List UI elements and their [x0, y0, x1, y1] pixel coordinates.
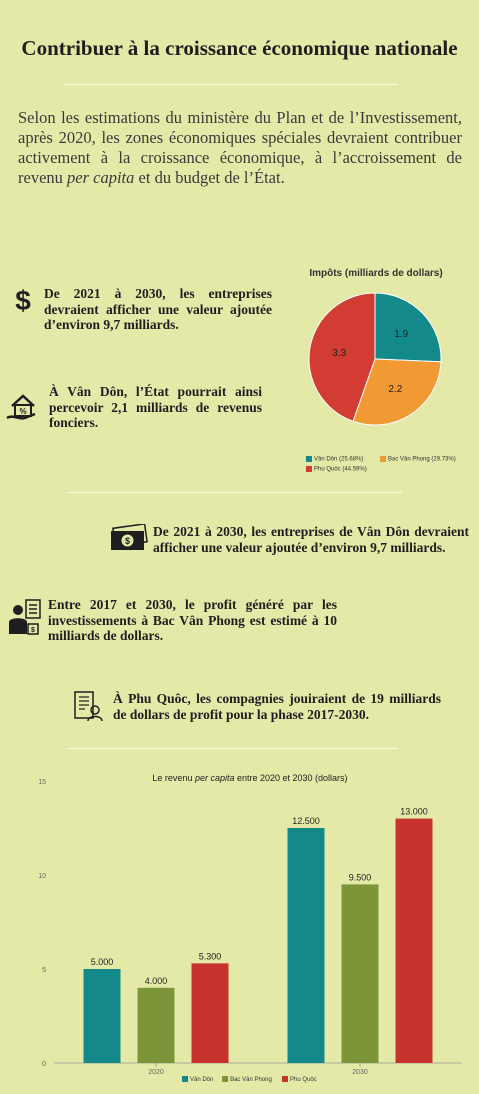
- legend-swatch: [282, 1076, 288, 1082]
- legend-label: Phu Quôc (44.59%): [314, 466, 367, 473]
- stat-text-2: À Vân Dôn, l’État pourrait ainsi percevo…: [49, 384, 262, 430]
- bar-chart: Le revenu per capita entre 2020 et 2030 …: [38, 773, 462, 1083]
- legend-swatch: [182, 1076, 188, 1082]
- bar-value-label: 5.000: [91, 957, 114, 967]
- bar: [137, 987, 175, 1063]
- svg-text:%: %: [19, 407, 26, 416]
- intro-text-2: et du budget de l’État.: [134, 168, 285, 187]
- svg-text:$: $: [125, 536, 130, 546]
- pie-legend-item-phu-quoc: Phu Quôc (44.59%): [306, 466, 367, 473]
- svg-text:$: $: [15, 286, 31, 314]
- legend-label: Phu Quôc: [290, 1077, 317, 1083]
- pie-legend: Vân Dôn (25.68%) Bac Vân Phong (29.73%) …: [306, 456, 466, 480]
- divider: [64, 84, 398, 85]
- y-tick-label: 0: [42, 1061, 46, 1068]
- pie-slice: [374, 292, 442, 363]
- stat-text-3: De 2021 à 2030, les entreprises de Vân D…: [153, 524, 469, 555]
- banknote-icon: $: [111, 524, 148, 550]
- bar: [341, 884, 379, 1063]
- bar: [395, 818, 433, 1063]
- pie-slice: [352, 358, 442, 426]
- legend-swatch: [306, 466, 312, 472]
- pie-chart: 1.9 2.2 3.3: [308, 292, 442, 426]
- legend-swatch: [380, 456, 386, 462]
- y-tick-label: 15: [38, 779, 46, 786]
- legend-swatch: [306, 456, 312, 462]
- stat-text-5: À Phu Quôc, les compagnies jouiraient de…: [113, 691, 441, 722]
- bar-value-label: 9.500: [349, 872, 372, 882]
- dollar-icon: $: [15, 286, 31, 314]
- bar-value-label: 4.000: [145, 976, 168, 986]
- x-tick-label: 2020: [148, 1069, 164, 1076]
- bar: [191, 963, 229, 1063]
- intro-text-1: Selon les estimations du ministère du Pl…: [18, 108, 462, 187]
- svg-text:$: $: [31, 627, 35, 634]
- y-tick-label: 10: [38, 873, 46, 880]
- pie-legend-item-bac-van-phong: Bac Vân Phong (29.73%): [380, 456, 456, 463]
- y-tick-label: 5: [42, 967, 46, 974]
- bar-chart-title: Le revenu per capita entre 2020 et 2030 …: [152, 773, 347, 783]
- page-title: Contribuer à la croissance économique na…: [21, 36, 458, 60]
- x-tick-label: 2030: [352, 1069, 368, 1076]
- legend-label: Bac Vân Phong (29.73%): [388, 456, 456, 463]
- bar: [287, 828, 325, 1063]
- pie-legend-item-van-don: Vân Dôn (25.68%): [306, 456, 363, 463]
- divider: [68, 492, 402, 493]
- pie-value-label: 2.2: [388, 384, 402, 395]
- pie-value-label: 3.3: [332, 348, 346, 359]
- pie-chart-title: Impôts (milliards de dollars): [309, 268, 443, 279]
- stat-text-1: De 2021 à 2030, les entreprises devraien…: [44, 286, 272, 332]
- legend-label: Vân Dôn (25.68%): [314, 456, 364, 463]
- intro-paragraph: Selon les estimations du ministère du Pl…: [18, 108, 462, 188]
- legend-swatch: [222, 1076, 229, 1082]
- divider: [68, 748, 398, 749]
- bar: [83, 969, 121, 1063]
- pie-slice: [308, 292, 376, 422]
- investor-icon: $: [9, 599, 41, 635]
- bar-value-label: 5.300: [199, 951, 222, 961]
- bar-value-label: 13.000: [400, 807, 428, 817]
- stat-text-4: Entre 2017 et 2030, le profit généré par…: [48, 597, 337, 643]
- intro-italic: per capita: [67, 168, 135, 187]
- bar-value-label: 12.500: [292, 816, 320, 826]
- house-percent-icon: %: [6, 394, 36, 420]
- building-document-icon: [74, 691, 103, 722]
- legend-label: Vân Dôn: [190, 1077, 213, 1083]
- pie-value-label: 1.9: [394, 329, 408, 340]
- legend-label: Bac Vân Phong: [230, 1077, 272, 1083]
